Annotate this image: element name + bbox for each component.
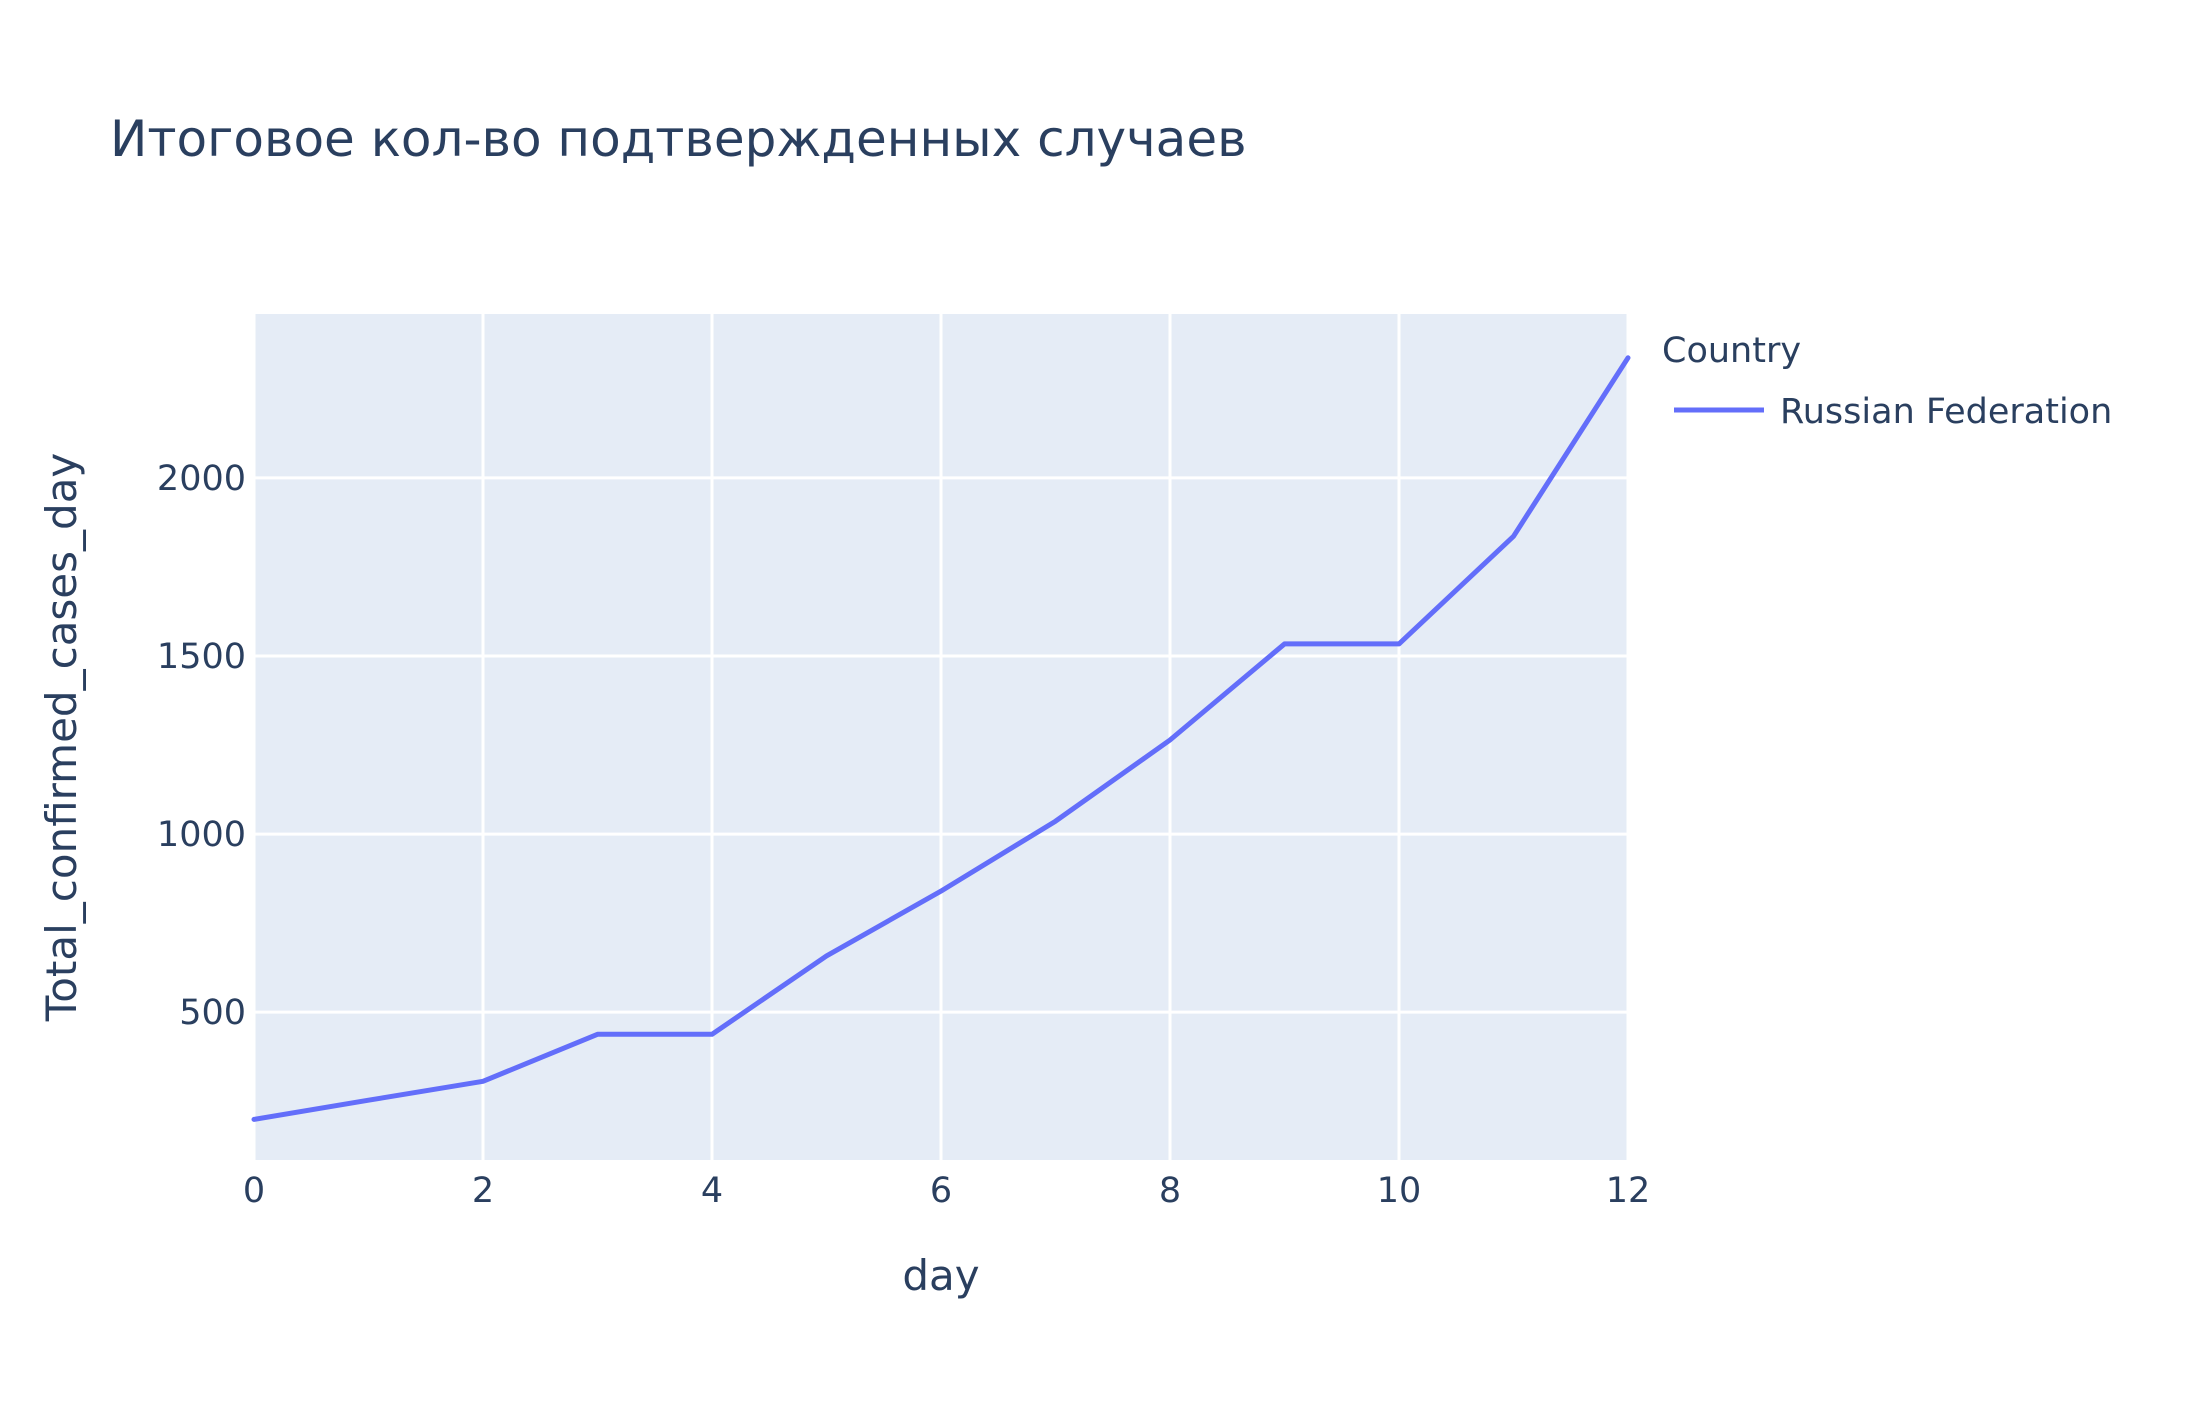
series-line: [251, 355, 1631, 1122]
x-axis-title: day: [902, 1251, 979, 1300]
x-tick-label: 6: [930, 1171, 952, 1211]
series-layer: [251, 355, 1631, 1122]
x-gridlines: [252, 314, 1630, 1160]
y-tick-label: 2000: [157, 459, 246, 499]
y-gridlines: [254, 476, 1628, 1014]
y-tick-label: 500: [179, 993, 246, 1033]
legend-item-label: Russian Federation: [1780, 392, 2112, 432]
y-tick-label: 1000: [157, 815, 246, 855]
x-tick-label: 10: [1377, 1171, 1422, 1211]
legend: Country Russian Federation: [1662, 331, 2112, 432]
legend-items: Russian Federation: [1674, 392, 2112, 432]
x-tick-label: 0: [243, 1171, 265, 1211]
x-tick-label: 4: [701, 1171, 723, 1211]
x-tick-label: 8: [1159, 1171, 1181, 1211]
x-tick-labels: 0 2 4 6 8 10 12: [243, 1171, 1650, 1211]
x-tick-label: 2: [472, 1171, 494, 1211]
y-axis-title: Total_confirmed_cases_day: [37, 453, 86, 1023]
x-tick-label: 12: [1606, 1171, 1651, 1211]
y-tick-label: 1500: [157, 637, 246, 677]
y-tick-labels: 500 1000 1500 2000: [157, 459, 246, 1033]
chart-title: Итоговое кол-во подтвержденных случаев: [110, 110, 1247, 168]
legend-title: Country: [1662, 331, 1801, 371]
